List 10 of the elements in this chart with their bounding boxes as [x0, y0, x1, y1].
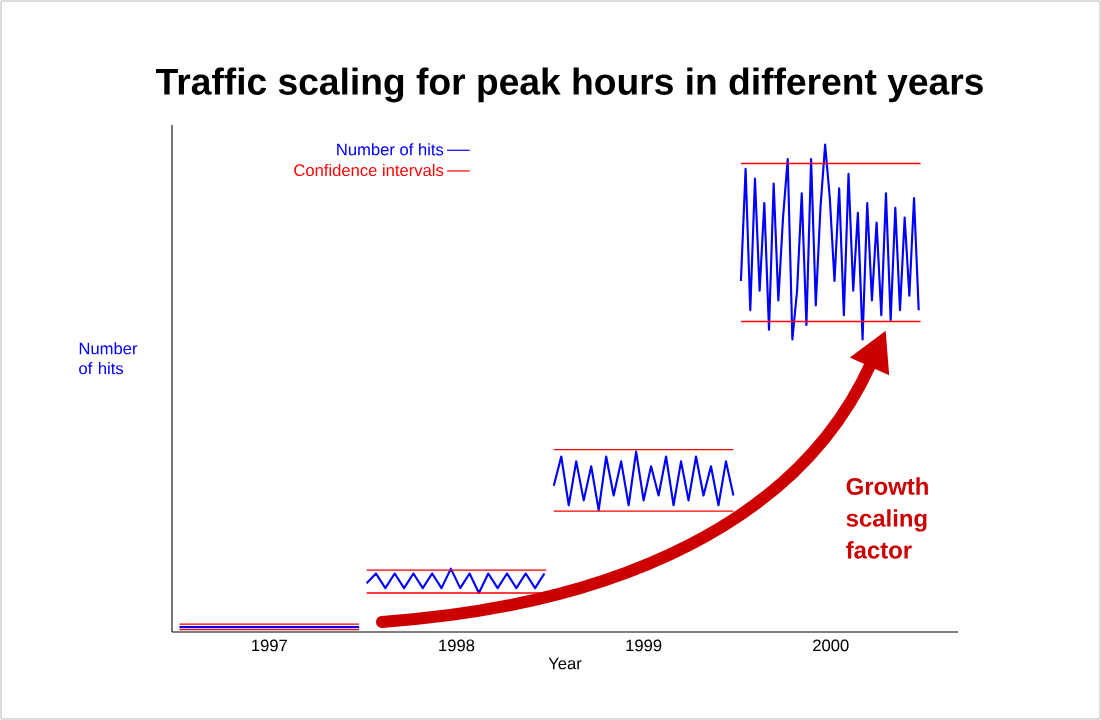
legend-label: Number of hits	[337, 143, 444, 156]
y-axis-title: Number of hits	[79, 342, 138, 375]
chart-title: Traffic scaling for peak hours in different years	[156, 67, 983, 103]
x-tick-label: 1998	[439, 639, 475, 652]
annotation: Growth scaling factor	[846, 477, 928, 559]
legend-label: Confidence intervals	[294, 163, 444, 177]
x-tick-label: 2000	[813, 639, 849, 652]
x-tick-label: 1997	[252, 639, 287, 652]
x-tick-label: 1999	[626, 639, 662, 652]
x-axis-title: Year	[548, 657, 582, 670]
